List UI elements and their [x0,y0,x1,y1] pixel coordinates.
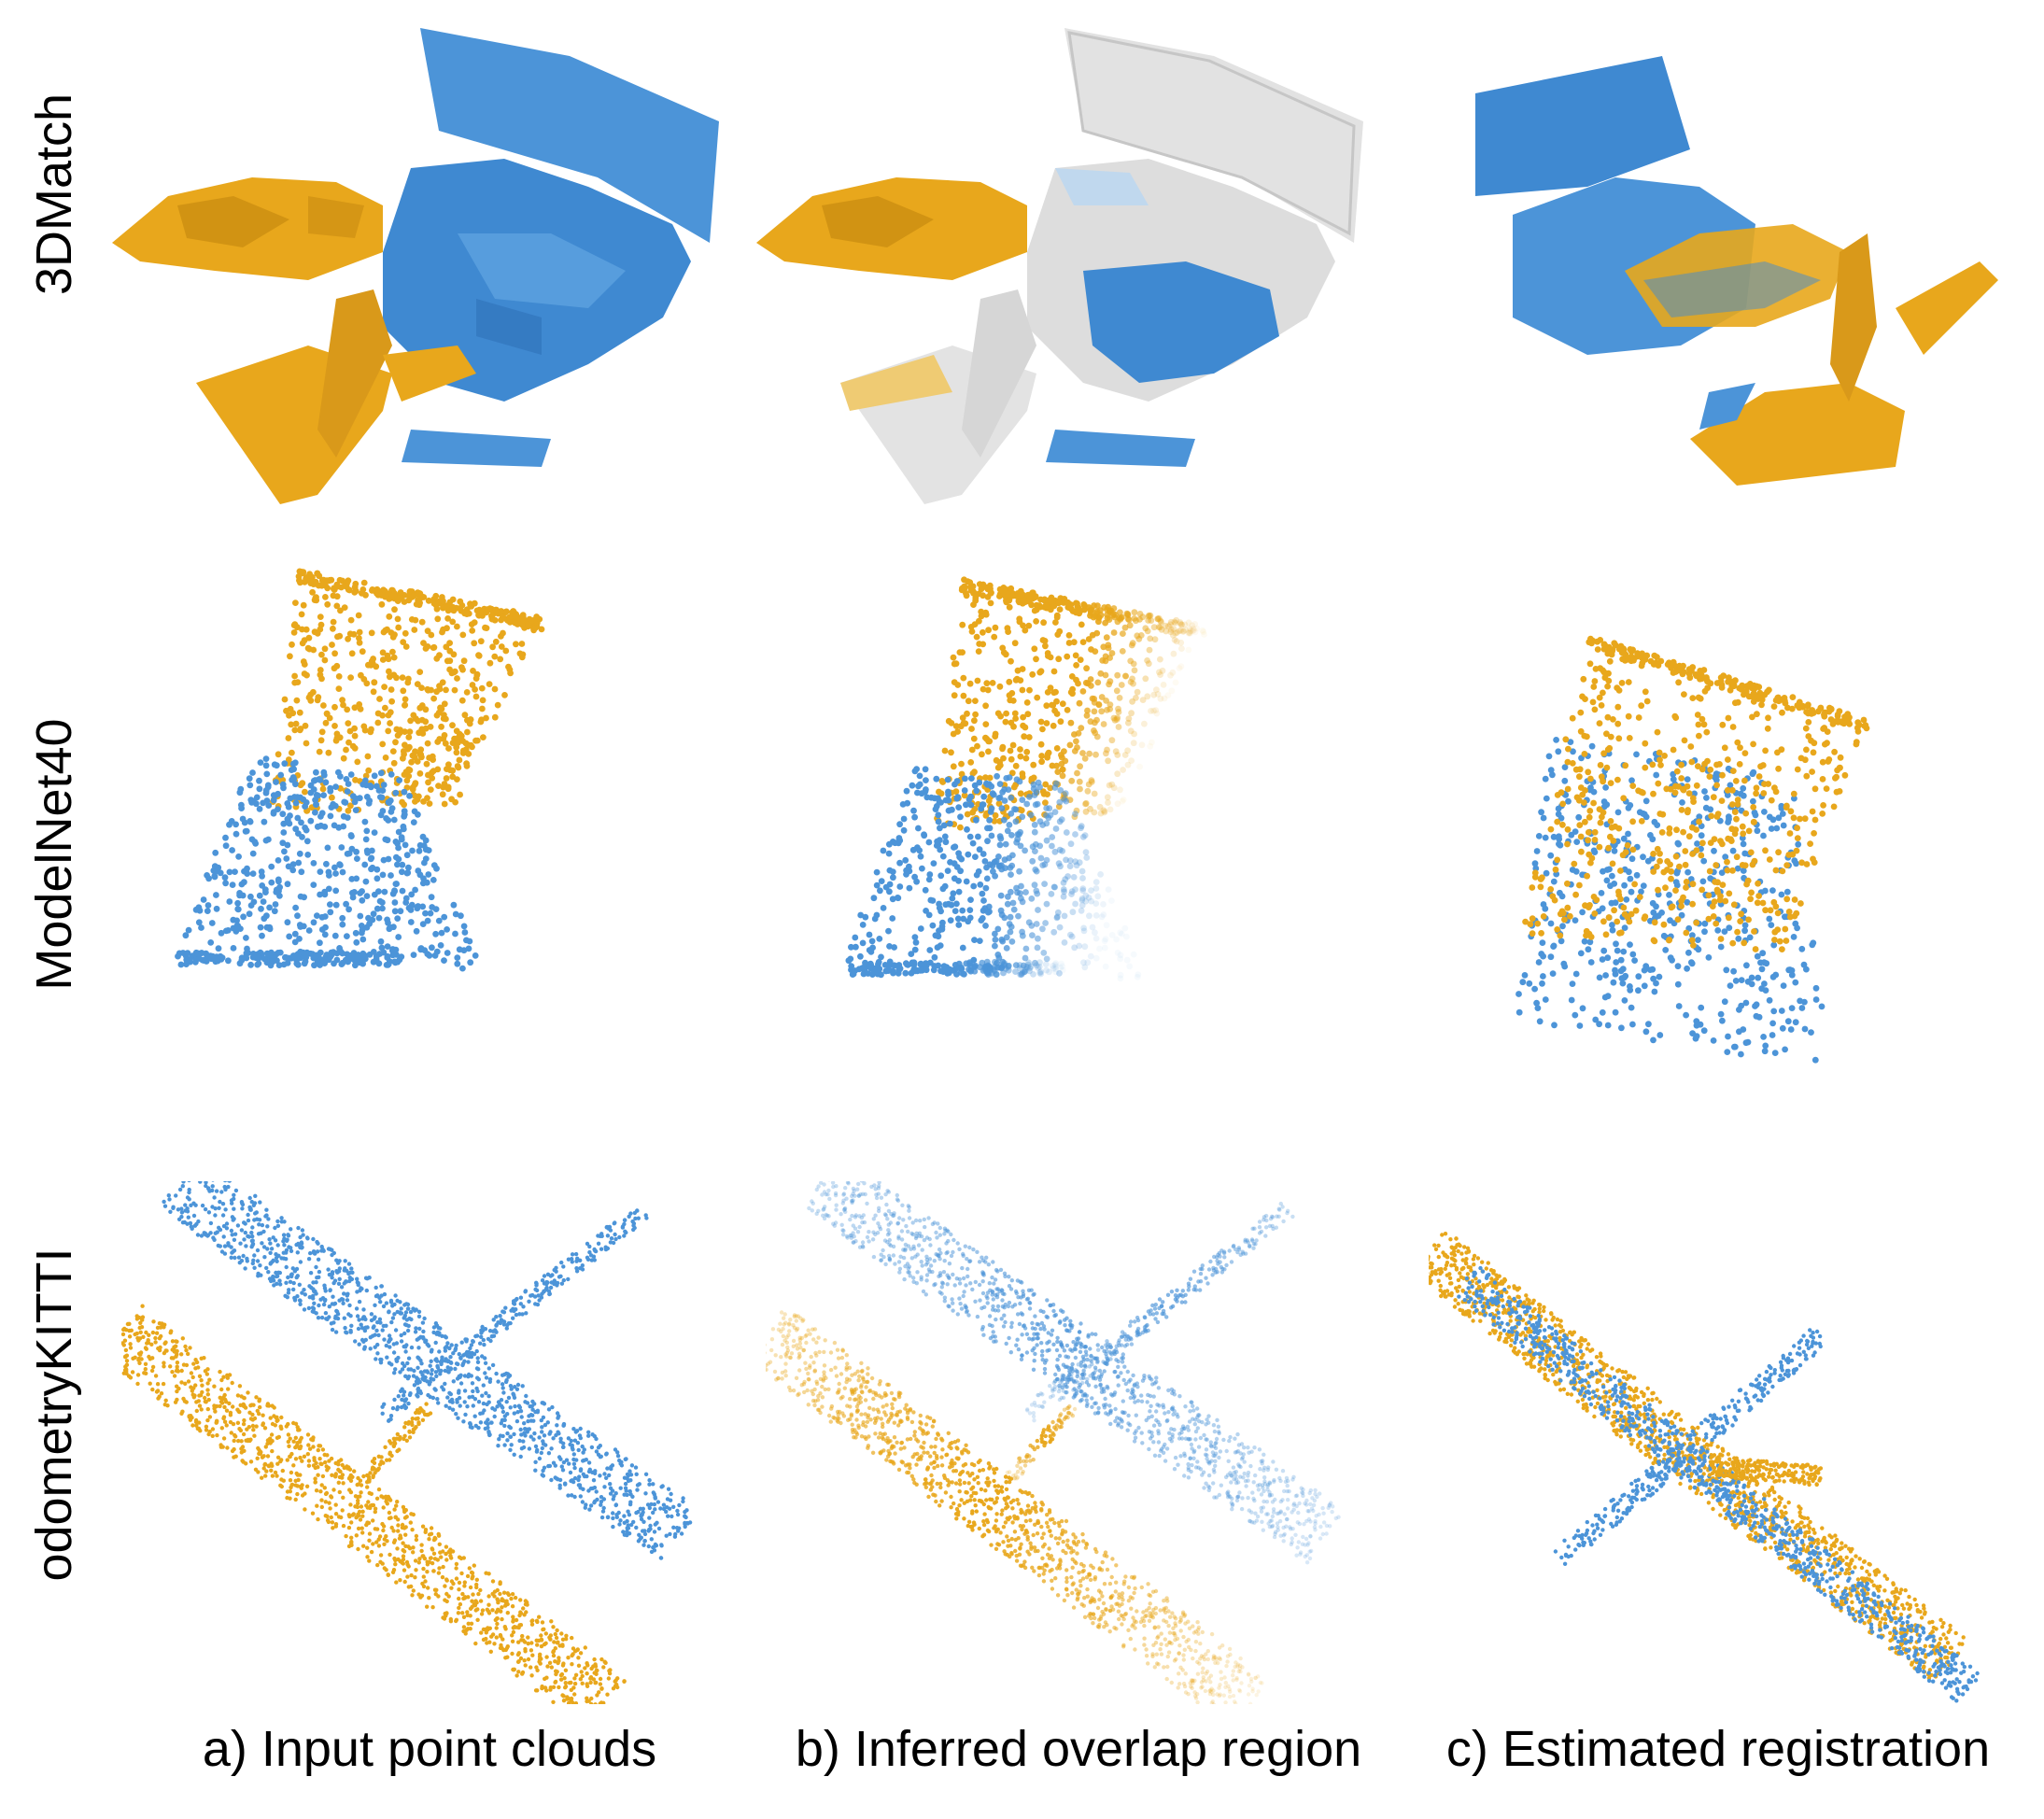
panel-kitti-registration [1429,1223,2008,1709]
column-label-input: a) Input point clouds [202,1721,657,1777]
panel-modelnet40-registration [1494,626,2017,1111]
overlap-region-target [1083,261,1279,383]
target-floor [402,430,551,467]
panel-modelnet40-input [159,551,719,1167]
panel-kitti-overlap [766,1181,1363,1704]
column-label-overlap: b) Inferred overlap region [795,1721,1362,1777]
nonoverlap-wall [1064,28,1363,243]
panel-3dmatch-registration [1457,47,2017,514]
target-wall [420,28,719,243]
panel-3dmatch-overlap [747,19,1401,514]
panel-kitti-input [121,1181,719,1704]
panel-modelnet40-overlap [822,560,1382,1177]
column-label-registration: c) Estimated registration [1445,1721,1991,1777]
registered-wall [1475,56,1690,196]
panel-3dmatch-input [103,19,756,514]
